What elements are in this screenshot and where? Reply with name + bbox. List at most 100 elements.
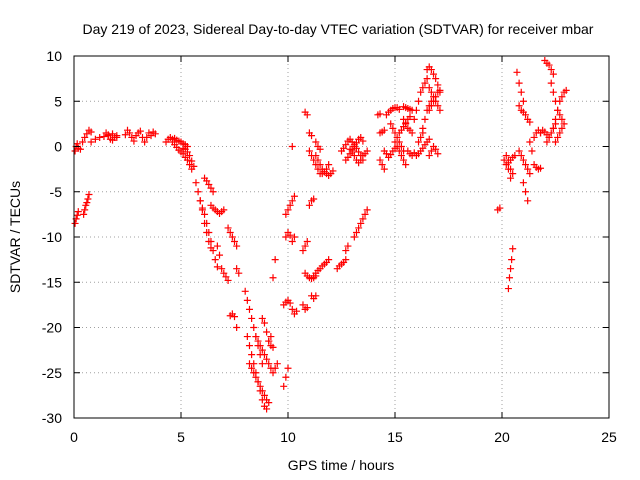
data-point [432, 145, 440, 153]
series-89 [549, 86, 570, 132]
data-point [233, 242, 241, 250]
data-point [226, 228, 234, 236]
data-point [288, 305, 296, 313]
series-82 [526, 138, 536, 155]
data-point [522, 188, 530, 196]
data-point [128, 133, 136, 141]
series-53 [376, 156, 388, 173]
series-67 [419, 97, 435, 132]
series-52 [350, 206, 371, 241]
data-point [220, 206, 228, 214]
data-point [282, 373, 290, 381]
series-27 [265, 333, 275, 345]
data-point [344, 153, 352, 161]
data-point [350, 152, 358, 160]
series-76 [504, 245, 517, 293]
data-point [515, 147, 523, 155]
data-point [359, 137, 367, 145]
series-26 [269, 256, 279, 282]
data-point [558, 124, 566, 132]
data-point [342, 256, 350, 264]
y-tick-label: -10 [42, 229, 62, 245]
series-69 [425, 84, 444, 114]
data-point [284, 206, 292, 214]
data-point [395, 147, 403, 155]
data-point [359, 215, 367, 223]
data-point [85, 190, 93, 198]
data-point [260, 319, 268, 327]
data-point [207, 184, 215, 192]
data-point [432, 93, 440, 101]
data-point [402, 161, 410, 169]
data-point [316, 161, 324, 169]
data-point [216, 251, 224, 259]
data-point [547, 129, 555, 137]
data-point [436, 106, 444, 114]
data-point [511, 152, 519, 160]
data-point [556, 129, 564, 137]
data-point [252, 373, 260, 381]
data-point [547, 79, 555, 87]
data-point [417, 88, 425, 96]
series-41 [301, 108, 311, 119]
data-point [526, 170, 534, 178]
data-point [121, 131, 129, 139]
data-point [248, 314, 256, 322]
x-axis-label: GPS time / hours [288, 457, 395, 473]
y-tick-labels: -30 -25 -20 -15 -10 -5 0 5 10 [42, 48, 62, 426]
data-point [496, 204, 504, 212]
data-point [209, 247, 217, 255]
data-point [201, 210, 209, 218]
series-66 [415, 129, 427, 146]
data-point [509, 170, 517, 178]
data-point [83, 130, 91, 138]
series-57 [382, 104, 403, 119]
data-point [100, 133, 108, 141]
data-point [245, 342, 253, 350]
chart-title: Day 219 of 2023, Sidereal Day-to-day VTE… [83, 21, 594, 37]
data-point [265, 337, 273, 345]
data-point [543, 138, 551, 146]
data-point [522, 111, 530, 119]
data-point [308, 132, 316, 140]
series-36 [299, 301, 311, 313]
data-point [252, 333, 260, 341]
data-point [305, 147, 313, 155]
data-point [209, 188, 217, 196]
data-point [231, 238, 238, 246]
series-46 [333, 256, 350, 273]
data-point [357, 133, 365, 141]
data-point [288, 238, 296, 246]
y-axis-label: SDTVAR / TECUs [7, 181, 23, 293]
data-point [126, 129, 134, 137]
series-19 [226, 310, 241, 331]
data-point [250, 324, 258, 331]
data-point [507, 165, 515, 173]
data-point [340, 144, 348, 152]
data-point [554, 106, 562, 114]
series-56 [380, 144, 399, 161]
series-12 [196, 197, 221, 271]
series-40 [305, 195, 318, 209]
data-point [211, 256, 219, 264]
y-tick-label: -15 [42, 274, 62, 290]
data-point [224, 224, 232, 232]
series-34 [288, 143, 296, 150]
data-point [387, 120, 395, 128]
series-38 [308, 292, 320, 303]
data-point [260, 351, 268, 359]
data-point [286, 231, 294, 239]
x-tick-label: 0 [70, 429, 78, 445]
data-point [256, 342, 264, 350]
data-point [192, 179, 200, 187]
data-point [545, 133, 553, 141]
x-tick-label: 10 [280, 429, 296, 445]
data-point [505, 274, 513, 282]
data-point [427, 88, 435, 96]
series-25 [269, 360, 281, 377]
series-6 [147, 128, 159, 140]
data-point [83, 199, 91, 207]
y-tick-label: -20 [42, 320, 62, 336]
series-42 [305, 129, 316, 140]
data-point [400, 156, 408, 164]
